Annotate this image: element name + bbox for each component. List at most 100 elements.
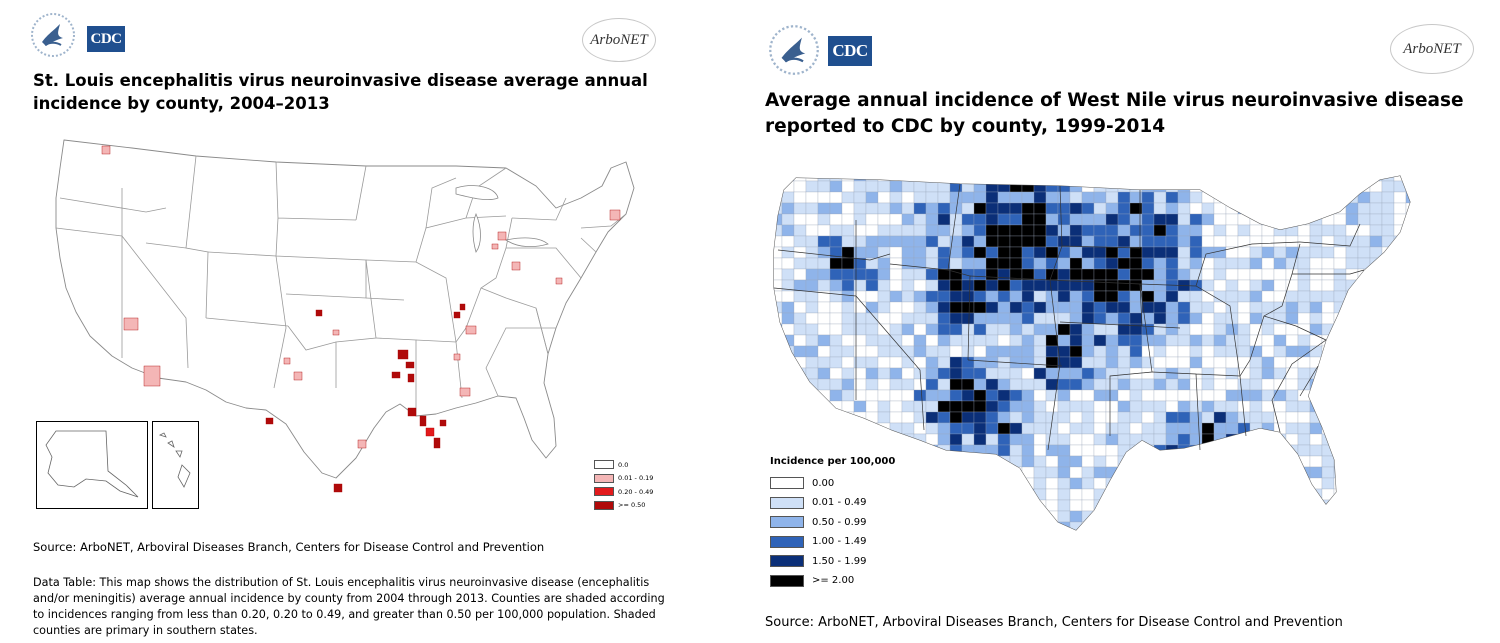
county-cell (805, 356, 819, 369)
county-cell (1069, 290, 1083, 303)
county-cell (817, 176, 831, 182)
county-cell (1129, 455, 1143, 468)
county-cell (889, 224, 903, 237)
county-cell (889, 444, 903, 457)
county-cell (901, 444, 915, 457)
county-cell (877, 224, 891, 237)
county-cell (1033, 213, 1047, 226)
county-cell (1081, 356, 1095, 369)
county-cell (1189, 268, 1203, 281)
county-cell (805, 213, 819, 226)
county-cell (901, 433, 915, 446)
county-cell (1009, 422, 1023, 435)
county-cell (1309, 345, 1323, 358)
county-cell (1285, 455, 1299, 468)
county-cell (1093, 433, 1107, 446)
county-cell (793, 180, 807, 193)
county-cell (1081, 268, 1095, 281)
county-cell (1069, 444, 1083, 457)
county-cell (1189, 433, 1203, 446)
county-cell (1081, 433, 1095, 446)
wnv-legend-label: 0.00 (812, 477, 835, 489)
county-cell (1177, 323, 1191, 336)
county-cell (1418, 368, 1430, 379)
county-cell (1261, 378, 1275, 391)
county-cell (865, 422, 879, 435)
county-cell (1285, 279, 1299, 292)
county-cell (1357, 202, 1371, 215)
county-cell (1297, 521, 1311, 530)
county-cell (1321, 279, 1335, 292)
county-cell (1285, 180, 1299, 193)
county-cell (1165, 488, 1179, 501)
county-cell (985, 345, 999, 358)
county-cell (877, 312, 891, 325)
county-cell (1153, 246, 1167, 259)
county-cell (805, 180, 819, 193)
county-cell (973, 180, 987, 193)
county-cell (841, 224, 855, 237)
county-cell (1117, 356, 1131, 369)
county-cell (1369, 466, 1383, 479)
county-cell (1225, 268, 1239, 281)
county-cell (1357, 290, 1371, 303)
county-cell (1369, 378, 1383, 391)
county-cell (1405, 444, 1410, 457)
county-cell (997, 433, 1011, 446)
county-cell (1273, 191, 1287, 204)
county-cell (1309, 268, 1323, 281)
county-cell (1009, 411, 1023, 424)
county-cell (1105, 312, 1119, 325)
county-cell (853, 191, 867, 204)
county-cell (1081, 235, 1095, 248)
county-cell (1189, 444, 1203, 457)
county-cell (973, 323, 987, 336)
county-cell (1105, 521, 1119, 530)
county-cell (1321, 378, 1335, 391)
county-cell (1285, 290, 1299, 303)
county-cell (1357, 477, 1371, 490)
sle-legend-label: >= 0.50 (618, 501, 646, 509)
county-cell (1345, 257, 1359, 270)
county-cell (865, 488, 879, 501)
county-cell (774, 235, 783, 248)
county-cell (925, 477, 939, 490)
county-cell (925, 466, 939, 479)
county-cell (1321, 455, 1335, 468)
county-cell (1009, 499, 1023, 512)
county-cell (925, 499, 939, 512)
county-cell (1321, 176, 1335, 182)
county-cell (1405, 356, 1410, 369)
county-cell (1117, 367, 1131, 380)
county-cell (1081, 290, 1095, 303)
county-cell (1117, 268, 1131, 281)
county-cell (1045, 477, 1059, 490)
county-cell (949, 411, 963, 424)
county-cell (1069, 488, 1083, 501)
county-cell (1165, 268, 1179, 281)
sle-legend-item: 0.0 (594, 460, 628, 469)
county-cell (1009, 323, 1023, 336)
county-cell (1033, 356, 1047, 369)
county-cell (937, 301, 951, 314)
county-cell (1345, 367, 1359, 380)
county-cell (937, 510, 951, 523)
county-cell (961, 246, 975, 259)
county-cell (877, 176, 891, 182)
county-cell (1141, 180, 1155, 193)
county-cell (1117, 235, 1131, 248)
county-cell (961, 433, 975, 446)
county-cell (997, 444, 1011, 457)
county-cell (805, 323, 819, 336)
county-cell (1418, 324, 1430, 335)
county-cell (1009, 334, 1023, 347)
county-cell (1273, 477, 1287, 490)
county-cell (829, 257, 843, 270)
county-cell (1249, 323, 1263, 336)
county-cell (1309, 191, 1323, 204)
county-cell (1309, 499, 1323, 512)
county-cell (901, 312, 915, 325)
county-cell (1213, 477, 1227, 490)
county-cell (1261, 257, 1275, 270)
county-cell (913, 279, 927, 292)
